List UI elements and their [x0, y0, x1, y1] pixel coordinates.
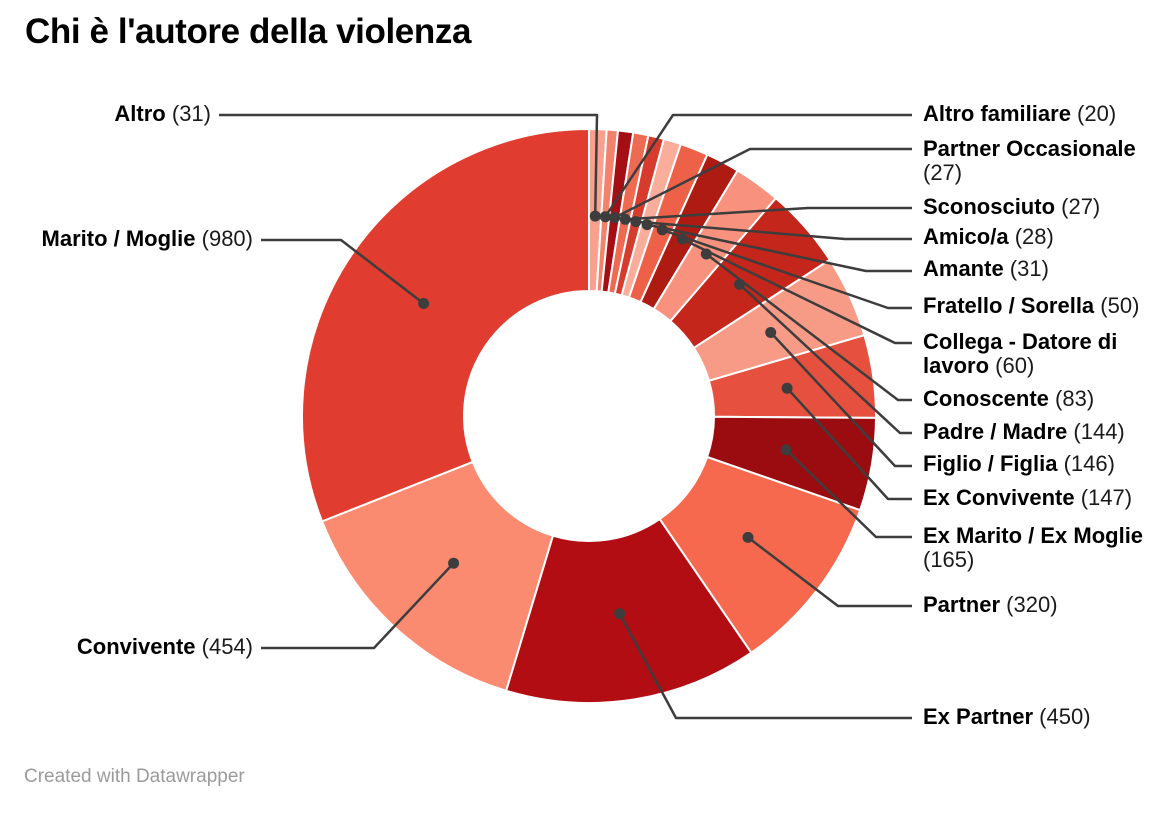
label-value: (146)	[1057, 451, 1115, 476]
label-value: (144)	[1067, 419, 1125, 444]
leader-line-ex-convivente	[786, 387, 912, 501]
label-marito-moglie: Marito / Moglie (980)	[42, 227, 253, 251]
chart-title: Chi è l'autore della violenza	[25, 12, 472, 51]
leader-dot-altro	[589, 210, 601, 222]
leader-line-ex-marito-ex-moglie	[785, 449, 912, 539]
label-text: Ex Marito / Ex Moglie	[923, 523, 1144, 548]
label-value: (20)	[1070, 101, 1117, 126]
leader-dot-altro-familiare	[599, 211, 611, 223]
leader-line-altro-familiare	[604, 113, 912, 218]
leader-dot-partner-occasionale	[609, 212, 621, 224]
slice-ex-partner[interactable]	[504, 517, 753, 704]
leader-dot-fratello-sorella	[656, 224, 668, 236]
label-value: (28)	[1008, 224, 1054, 249]
leader-dot-padre-madre	[734, 278, 745, 290]
label-value: (454)	[195, 634, 253, 659]
label-text: Partner Occasionale	[923, 136, 1136, 161]
label-fratello-sorella: Fratello / Sorella (50)	[923, 294, 1139, 318]
label-altro: Altro (31)	[114, 102, 211, 126]
leader-dot-amico-a	[630, 216, 642, 228]
label-value: (60)	[989, 353, 1035, 378]
leader-dot-figlio-figlia	[765, 327, 777, 338]
label-text: Ex Partner	[923, 704, 1034, 729]
leader-line-convivente	[261, 562, 455, 650]
label-amico-a: Amico/a (28)	[923, 225, 1054, 249]
leader-line-altro	[219, 113, 599, 217]
label-amante: Amante (31)	[923, 257, 1049, 281]
label-value: (27)	[1055, 194, 1101, 219]
label-padre-madre: Padre / Madre (144)	[923, 420, 1125, 444]
label-text: Collega - Datore di lavoro	[923, 329, 1118, 378]
leader-dot-convivente	[448, 557, 460, 569]
leader-line-partner	[747, 536, 912, 608]
label-value: (165)	[923, 547, 975, 572]
leader-dot-conoscente	[700, 248, 712, 260]
leader-line-collega-datore-di-lavoro	[681, 237, 912, 345]
label-value: (31)	[1003, 256, 1049, 281]
leader-line-marito-moglie	[261, 238, 425, 305]
label-text: Padre / Madre	[923, 419, 1068, 444]
leader-dot-ex-marito-ex-moglie	[780, 444, 792, 456]
leader-line-sconosciuto	[625, 206, 912, 221]
label-text: Amante	[923, 256, 1004, 281]
leader-dot-amante	[641, 219, 653, 231]
label-conoscente: Conoscente (83)	[923, 387, 1094, 411]
leader-line-conoscente	[705, 253, 912, 402]
leader-line-figlio-figlia	[769, 331, 912, 468]
label-text: Altro familiare	[923, 101, 1071, 126]
slice-convivente[interactable]	[320, 460, 555, 693]
label-text: Marito / Moglie	[41, 226, 196, 251]
label-ex-partner: Ex Partner (450)	[923, 705, 1091, 729]
leader-dot-sconosciuto	[619, 213, 631, 225]
leader-dot-partner	[742, 531, 754, 543]
label-value: (83)	[1048, 386, 1095, 411]
label-convivente: Convivente (454)	[77, 635, 253, 659]
label-value: (980)	[195, 226, 253, 251]
leader-line-partner-occasionale	[614, 147, 912, 219]
label-text: Altro	[114, 101, 166, 126]
leader-dot-ex-convivente	[781, 382, 793, 394]
leader-line-padre-madre	[738, 283, 912, 435]
label-text: Figlio / Figlia	[923, 451, 1058, 476]
datawrapper-credit: Created with Datawrapper	[24, 766, 245, 787]
label-partner: Partner (320)	[923, 593, 1058, 617]
slice-marito-moglie[interactable]	[301, 127, 590, 523]
leader-line-fratello-sorella	[661, 228, 912, 310]
label-altro-familiare: Altro familiare (20)	[923, 102, 1116, 126]
leader-line-ex-partner	[618, 613, 912, 720]
label-figlio-figlia: Figlio / Figlia (146)	[923, 452, 1115, 476]
leader-dot-collega-datore-di-lavoro	[676, 233, 688, 245]
label-text: Amico/a	[923, 224, 1009, 249]
label-sconosciuto: Sconosciuto (27)	[923, 195, 1100, 219]
label-value: (450)	[1033, 704, 1091, 729]
label-ex-marito-ex-moglie: Ex Marito / Ex Moglie (165)	[923, 524, 1171, 572]
label-value: (50)	[1094, 293, 1140, 318]
leader-dot-ex-partner	[614, 608, 626, 620]
label-value: (147)	[1074, 485, 1133, 510]
label-text: Fratello / Sorella	[923, 293, 1095, 318]
label-collega-datore-di-lavoro: Collega - Datore di lavoro (60)	[923, 330, 1171, 378]
label-value: (320)	[1000, 592, 1058, 617]
leader-line-amante	[646, 223, 912, 273]
label-text: Ex Convivente	[923, 485, 1075, 510]
label-ex-convivente: Ex Convivente (147)	[923, 486, 1132, 510]
label-text: Conoscente	[923, 386, 1049, 411]
label-text: Sconosciuto	[923, 194, 1056, 219]
label-value: (31)	[165, 101, 211, 126]
label-text: Convivente	[76, 634, 196, 659]
leader-line-amico-a	[635, 220, 912, 241]
label-value: (27)	[923, 160, 963, 185]
leader-dot-marito-moglie	[418, 298, 430, 309]
label-text: Partner	[923, 592, 1001, 617]
label-partner-occasionale: Partner Occasionale (27)	[923, 137, 1171, 185]
